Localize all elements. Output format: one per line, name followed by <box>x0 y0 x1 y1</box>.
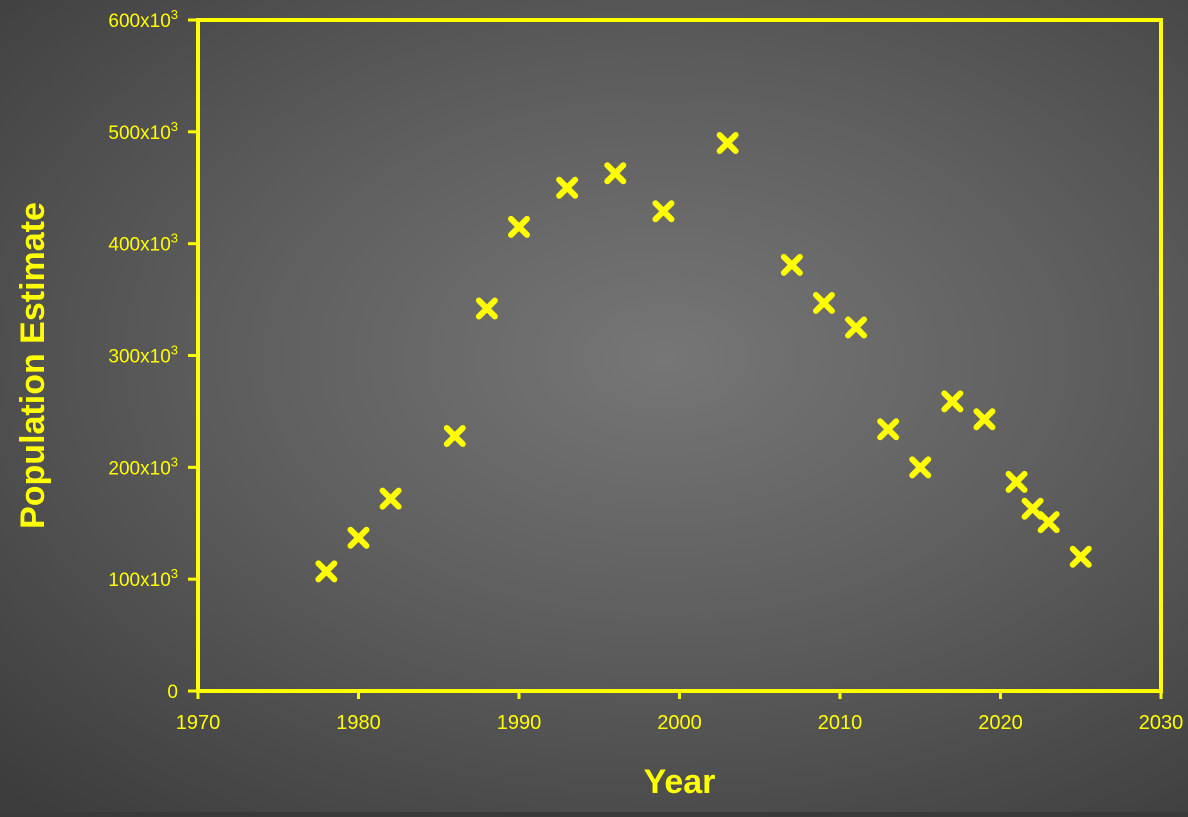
y-tick-label-exponent: 3 <box>171 454 178 469</box>
y-tick-label-text: 400x10 <box>108 235 170 256</box>
data-point <box>1037 511 1060 534</box>
y-tick-label-text: 500x10 <box>108 123 170 144</box>
data-point <box>652 200 675 223</box>
y-tick-label-exponent: 3 <box>171 119 178 134</box>
y-tick-label: 600x103 <box>108 7 178 32</box>
y-tick-label-exponent: 3 <box>171 7 178 22</box>
x-tick-label: 2010 <box>818 712 863 734</box>
data-point <box>347 526 370 549</box>
data-point <box>604 162 627 185</box>
data-point <box>877 418 900 441</box>
y-tick-label: 300x103 <box>108 343 178 368</box>
y-tick-label-exponent: 3 <box>171 343 178 358</box>
data-point <box>556 176 579 199</box>
data-point <box>379 487 402 510</box>
data-point <box>716 132 739 155</box>
data-point <box>1069 545 1092 568</box>
y-tick-label: 400x103 <box>108 231 178 256</box>
y-tick-label-text: 0 <box>167 682 178 703</box>
y-tick-label-text: 600x10 <box>108 11 170 32</box>
data-point <box>973 408 996 431</box>
y-tick-label: 200x103 <box>108 454 178 479</box>
data-point <box>443 425 466 448</box>
data-point <box>1005 470 1028 493</box>
y-tick-label-exponent: 3 <box>171 566 178 581</box>
x-tick-label: 1970 <box>176 712 221 734</box>
data-point <box>475 297 498 320</box>
x-tick-label: 2030 <box>1139 712 1184 734</box>
data-point <box>845 316 868 339</box>
data-point <box>909 456 932 479</box>
y-axis: 0100x103200x103300x103400x103500x103600x… <box>108 7 198 703</box>
y-tick-label: 0 <box>167 682 178 703</box>
x-axis: 1970 1980 1990 2000 2010 2020 2030 <box>176 691 1184 734</box>
y-axis-label: Population Estimate <box>14 202 52 529</box>
data-points <box>315 132 1092 583</box>
data-point <box>812 291 835 314</box>
y-tick-label-text: 100x10 <box>108 570 170 591</box>
y-tick-label-text: 200x10 <box>108 458 170 479</box>
x-tick-label: 1990 <box>497 712 542 734</box>
plot-frame <box>196 18 1163 693</box>
x-tick-label: 2020 <box>978 712 1023 734</box>
data-point <box>315 560 338 583</box>
y-tick-label-text: 300x10 <box>108 347 170 368</box>
y-tick-label: 500x103 <box>108 119 178 144</box>
data-point <box>508 215 530 238</box>
y-tick-label: 100x103 <box>108 566 178 591</box>
data-point <box>780 253 803 276</box>
x-tick-label: 2000 <box>657 712 702 734</box>
y-tick-label-exponent: 3 <box>171 231 178 246</box>
data-point <box>941 390 964 413</box>
x-tick-label: 1980 <box>336 712 381 734</box>
x-axis-label: Year <box>644 763 716 801</box>
